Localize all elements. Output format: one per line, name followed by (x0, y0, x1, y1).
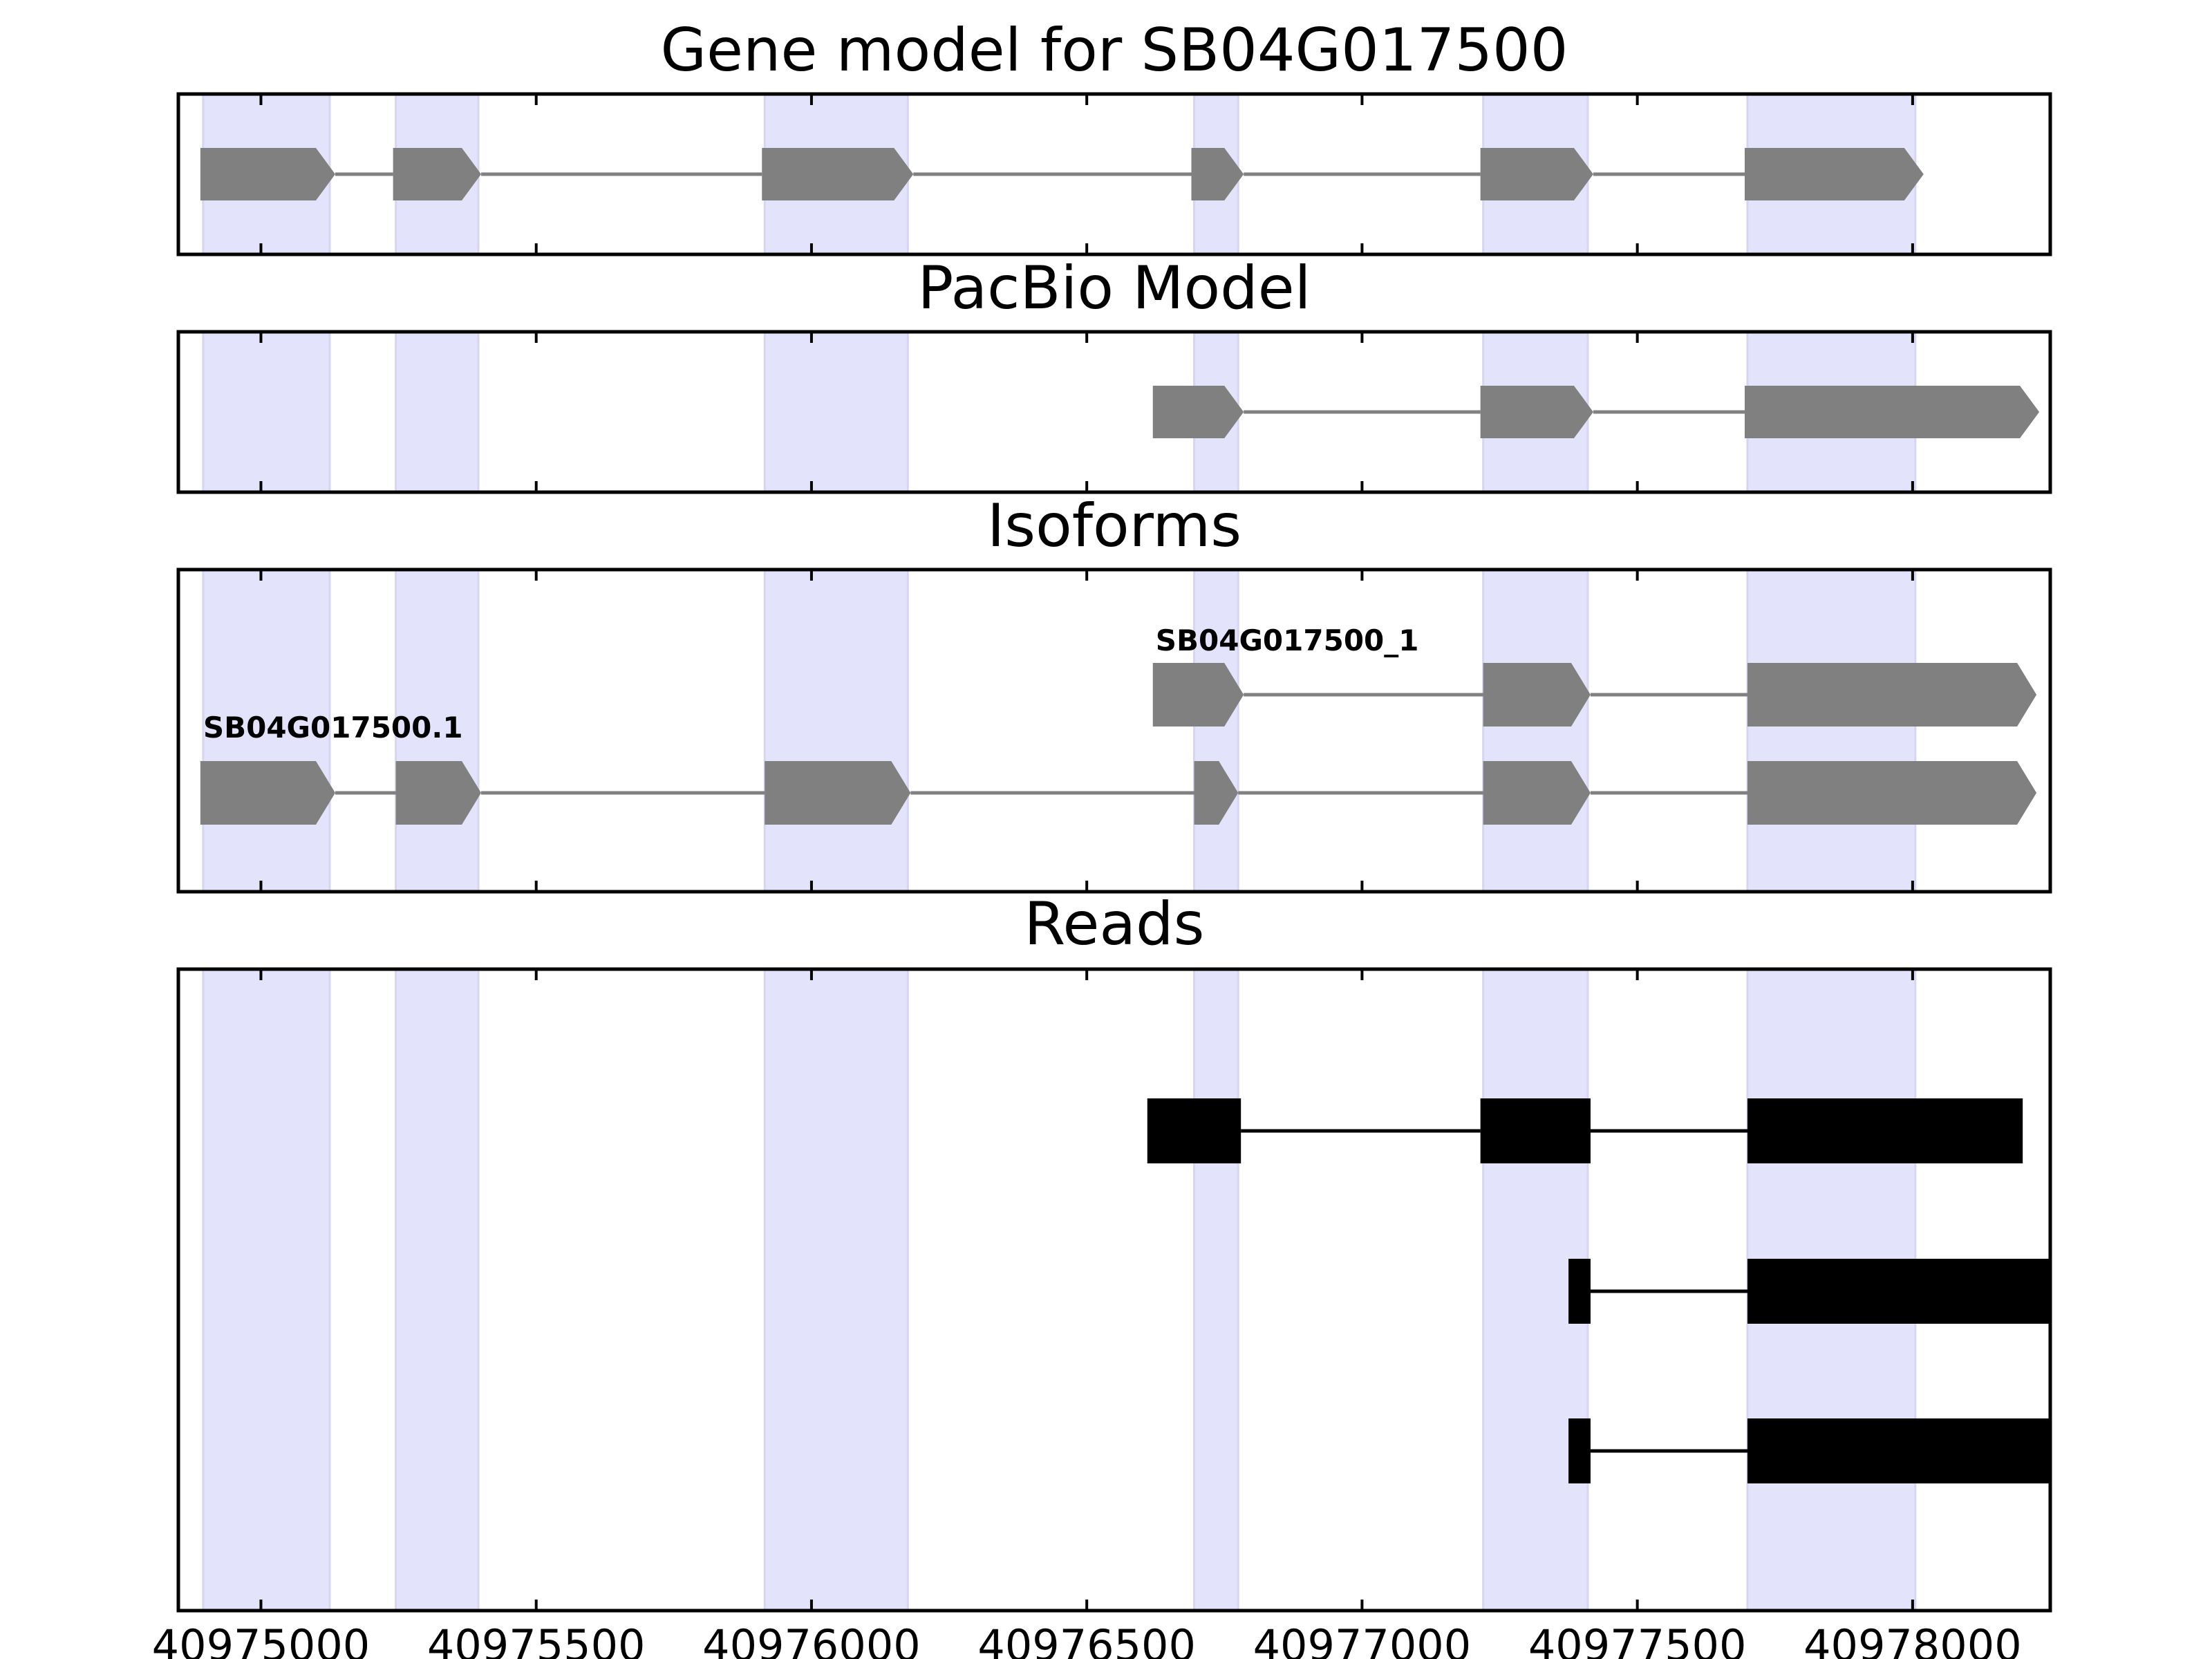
read-block (1747, 1418, 2050, 1483)
exon-block (200, 761, 335, 825)
exon-band (1746, 568, 1917, 893)
exon-band (202, 968, 331, 1612)
x-tick-label: 40976500 (977, 1620, 1196, 1659)
read-block (1568, 1259, 1591, 1324)
x-tick-label: 40977000 (1253, 1620, 1472, 1659)
exon-block (1744, 148, 1924, 200)
exon-block (765, 761, 911, 825)
exon-block (1747, 663, 2037, 727)
exon-band (1482, 568, 1589, 893)
exon-block (1191, 148, 1244, 200)
exon-band (395, 968, 480, 1612)
exon-band (202, 330, 331, 494)
axes-frame (176, 330, 2052, 494)
x-tick-label: 40978000 (1803, 1620, 2022, 1659)
read-block (1747, 1259, 2050, 1324)
x-tick-label: 40976000 (702, 1620, 921, 1659)
exon-block (762, 148, 914, 200)
x-tick-label: 40975500 (427, 1620, 646, 1659)
track-0 (1152, 386, 2040, 438)
exon-block (1152, 386, 1244, 438)
read-block (1147, 1098, 1241, 1163)
exon-block (1152, 663, 1244, 727)
exon-band (763, 568, 909, 893)
panel-title-pacbio-model: PacBio Model (917, 254, 1311, 323)
exon-block (1194, 761, 1239, 825)
panel-3 (176, 967, 2052, 1613)
x-tick-label: 40977500 (1528, 1620, 1747, 1659)
read-block (1480, 1098, 1591, 1163)
exon-block (1747, 761, 2037, 825)
panel-title-reads: Reads (1024, 890, 1205, 959)
panel-title-isoforms: Isoforms (987, 491, 1241, 561)
panel-2: SB04G017500_1 SB04G017500.1 (176, 568, 2052, 894)
read-block (1568, 1418, 1591, 1483)
axes-frame (176, 967, 2052, 1613)
panel-1 (176, 330, 2052, 494)
x-tick-label: 40975000 (152, 1620, 371, 1659)
exon-block (393, 148, 482, 200)
exon-band (763, 330, 909, 494)
isoform-label: SB04G017500.1 (203, 711, 463, 744)
exon-block (1483, 663, 1591, 727)
exon-block (395, 761, 482, 825)
axes-frame (176, 568, 2052, 894)
track-0: SB04G017500_1 (1152, 624, 2037, 727)
plot-layer: SB04G017500_1 SB04G017500.1 40975000 409755… (152, 92, 2052, 1659)
track-0 (1147, 1098, 2023, 1163)
panel-title-gene-model: Gene model for SB04G017500 (661, 16, 1568, 85)
axes-frame (176, 92, 2052, 256)
exon-block (1480, 386, 1593, 438)
exon-block (1744, 386, 2040, 438)
track-2 (1568, 1418, 2050, 1483)
read-block (1747, 1098, 2023, 1163)
exon-band (1192, 968, 1239, 1612)
track-0 (200, 148, 1924, 200)
exon-band (395, 330, 480, 494)
panel-0 (176, 92, 2052, 256)
track-1: SB04G017500.1 (200, 711, 2037, 825)
exon-band (763, 968, 909, 1612)
exon-block (1480, 148, 1593, 200)
exon-band (395, 568, 480, 893)
exon-block (200, 148, 335, 200)
track-1 (1568, 1259, 2050, 1324)
exon-block (1483, 761, 1591, 825)
exon-band (202, 568, 331, 893)
isoform-label: SB04G017500_1 (1156, 624, 1419, 657)
exon-band (1192, 568, 1239, 893)
